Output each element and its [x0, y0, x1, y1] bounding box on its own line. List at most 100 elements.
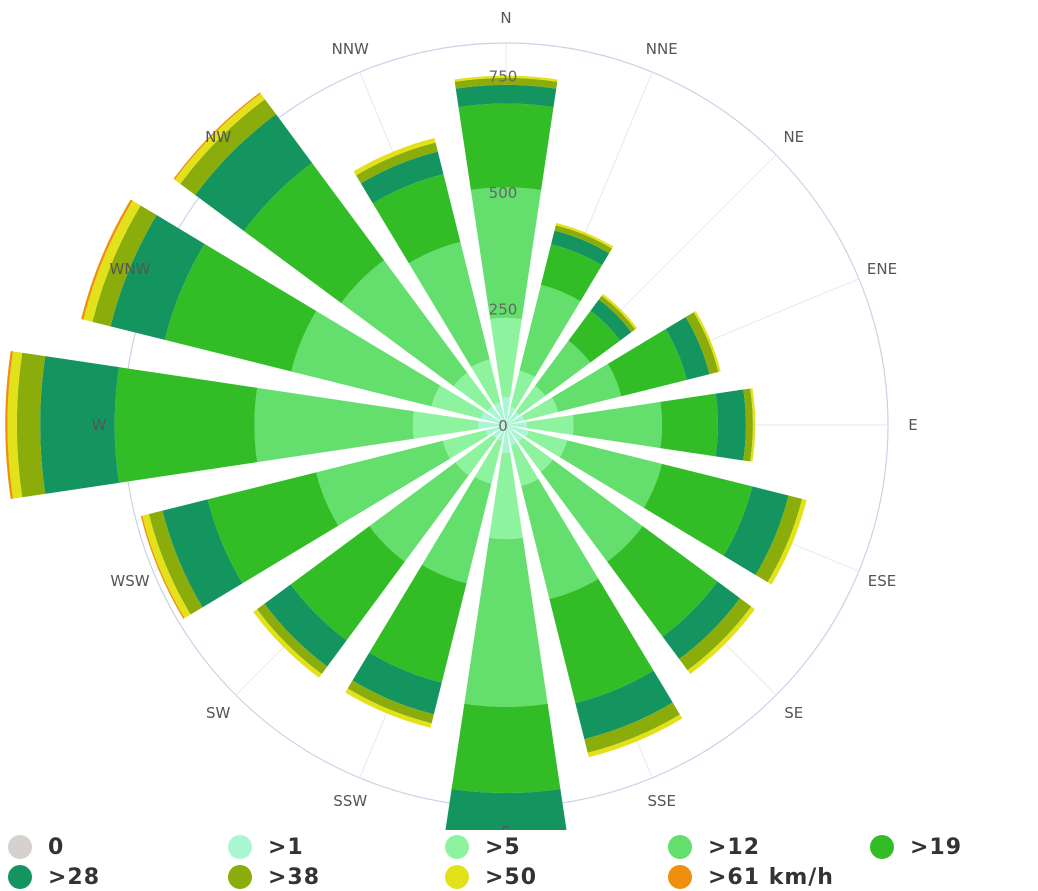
legend-item[interactable]: >5	[445, 833, 521, 861]
bar-w-28	[40, 356, 119, 494]
legend-label: 0	[48, 834, 65, 860]
bar-ne-5	[515, 385, 546, 416]
bar-se-1	[507, 426, 523, 442]
bar-sse-1	[506, 426, 517, 446]
bar-sse-28	[575, 670, 673, 740]
direction-label-s: S	[501, 823, 511, 830]
legend-swatch	[228, 865, 252, 889]
bar-wnw-38	[92, 205, 157, 327]
bar-sw-28	[264, 584, 347, 667]
bar-wsw-50	[142, 514, 191, 619]
legend-item[interactable]: >12	[668, 833, 760, 861]
bar-sw-5	[455, 434, 497, 476]
legend-label: >38	[268, 864, 321, 890]
bar-nw-19	[243, 162, 385, 304]
legend-label: >61 km/h	[708, 864, 834, 890]
bar-ene-38	[685, 312, 719, 375]
radial-tick-750: 750	[489, 68, 518, 86]
bar-ssw-38	[347, 680, 434, 724]
bar-wnw-12	[291, 311, 441, 407]
bar-sse-50	[587, 714, 683, 758]
bar-s-0	[505, 425, 507, 428]
bar-ene-1	[507, 415, 525, 425]
legend-swatch	[445, 865, 469, 889]
legend-item[interactable]: 0	[8, 833, 64, 861]
bar-ne-1	[507, 411, 520, 424]
bar-sse-12	[521, 478, 599, 600]
bar-e-28	[715, 389, 746, 461]
bar-sw-12	[369, 462, 469, 562]
bar-wnw-61kmh	[81, 199, 133, 320]
bar-wsw-38	[148, 510, 203, 615]
bar-nne-28	[551, 230, 610, 266]
bar-se-12	[540, 459, 643, 562]
direction-label-nne: NNE	[646, 40, 678, 58]
bar-ne-19	[568, 310, 621, 363]
direction-label-se: SE	[784, 704, 803, 722]
legend-item[interactable]: >19	[870, 833, 962, 861]
legend-item[interactable]: >61 km/h	[668, 863, 834, 891]
bar-wsw-12	[316, 440, 451, 526]
bar-ese-19	[643, 463, 753, 556]
direction-labels: N NNE NE ENE E ESE SE SSE S SSW SW WSW W WNW NW NNW	[92, 9, 918, 830]
legend-swatch	[870, 835, 894, 859]
legend-swatch	[8, 835, 32, 859]
bar-s-5	[489, 452, 523, 540]
bar-ene-28	[665, 317, 710, 380]
legend-item[interactable]: >28	[8, 863, 100, 891]
direction-label-w: W	[92, 416, 107, 434]
legend-item[interactable]: >50	[445, 863, 537, 891]
bar-nne-50	[555, 222, 614, 249]
legend-item[interactable]: >1	[228, 833, 304, 861]
bar-ssw-50	[345, 688, 432, 728]
bar-sse-0	[506, 425, 508, 428]
bar-ene-0	[506, 423, 509, 425]
bar-ene-19	[607, 329, 687, 397]
bar-n-38	[454, 77, 558, 89]
bar-wnw-28	[110, 215, 205, 340]
bar-e-50	[750, 388, 756, 462]
bar-ene-50	[693, 311, 721, 373]
legend-label: >50	[485, 864, 538, 890]
radial-tick-250: 250	[489, 301, 518, 319]
direction-label-n: N	[500, 9, 511, 27]
bar-sw-50	[253, 609, 322, 678]
direction-label-wsw: WSW	[110, 572, 149, 590]
legend-label: >28	[48, 864, 101, 890]
bar-wnw-50	[83, 200, 141, 322]
bar-ssw-1	[497, 426, 506, 441]
bar-ese-12	[559, 440, 662, 508]
direction-label-ne: NE	[783, 128, 804, 146]
bar-ssw-0	[504, 425, 506, 428]
bar-s-28	[445, 788, 567, 830]
bar-n-1	[501, 397, 511, 423]
bar-nnw-12	[408, 241, 490, 368]
bar-nne-38	[554, 225, 613, 254]
bar-ese-28	[723, 486, 789, 575]
direction-label-ese: ESE	[868, 572, 896, 590]
bar-nw-12	[341, 260, 468, 387]
bar-wsw-1	[485, 425, 505, 436]
bar-wnw-0	[503, 423, 506, 425]
bar-nw-5	[453, 372, 493, 412]
bar-n-28	[455, 84, 557, 108]
direction-label-nw: NW	[205, 128, 231, 146]
wind-rose-chart: 0 250 500 750 N NNE NE ENE E ESE SE SSE S SSW SW WSW W W…	[5, 9, 918, 830]
bar-nne-5	[510, 370, 535, 410]
bar-wsw-19	[207, 472, 339, 584]
bar-e-5	[526, 415, 574, 435]
bar-nne-1	[506, 406, 516, 424]
bar-se-28	[662, 581, 741, 660]
bar-s-19	[451, 703, 561, 794]
bar-nw-50	[174, 93, 265, 184]
bar-nne-19	[540, 244, 602, 302]
legend-item[interactable]: >38	[228, 863, 320, 891]
bar-ssw-12	[422, 476, 492, 584]
bar-sw-19	[290, 526, 405, 641]
bar-se-5	[518, 437, 553, 472]
bar-ese-0	[506, 425, 509, 427]
bar-nnw-1	[494, 402, 506, 424]
bar-n-12	[470, 187, 542, 320]
bar-w-5	[412, 411, 479, 439]
bar-n-19	[458, 103, 554, 191]
